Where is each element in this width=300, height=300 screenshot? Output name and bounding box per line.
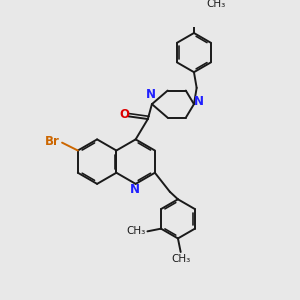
Text: N: N (130, 183, 140, 196)
Text: CH₃: CH₃ (206, 0, 225, 9)
Text: O: O (119, 109, 129, 122)
Text: CH₃: CH₃ (171, 254, 190, 264)
Text: Br: Br (45, 135, 60, 148)
Text: N: N (146, 88, 156, 101)
Text: CH₃: CH₃ (127, 226, 146, 236)
Text: N: N (194, 95, 204, 108)
